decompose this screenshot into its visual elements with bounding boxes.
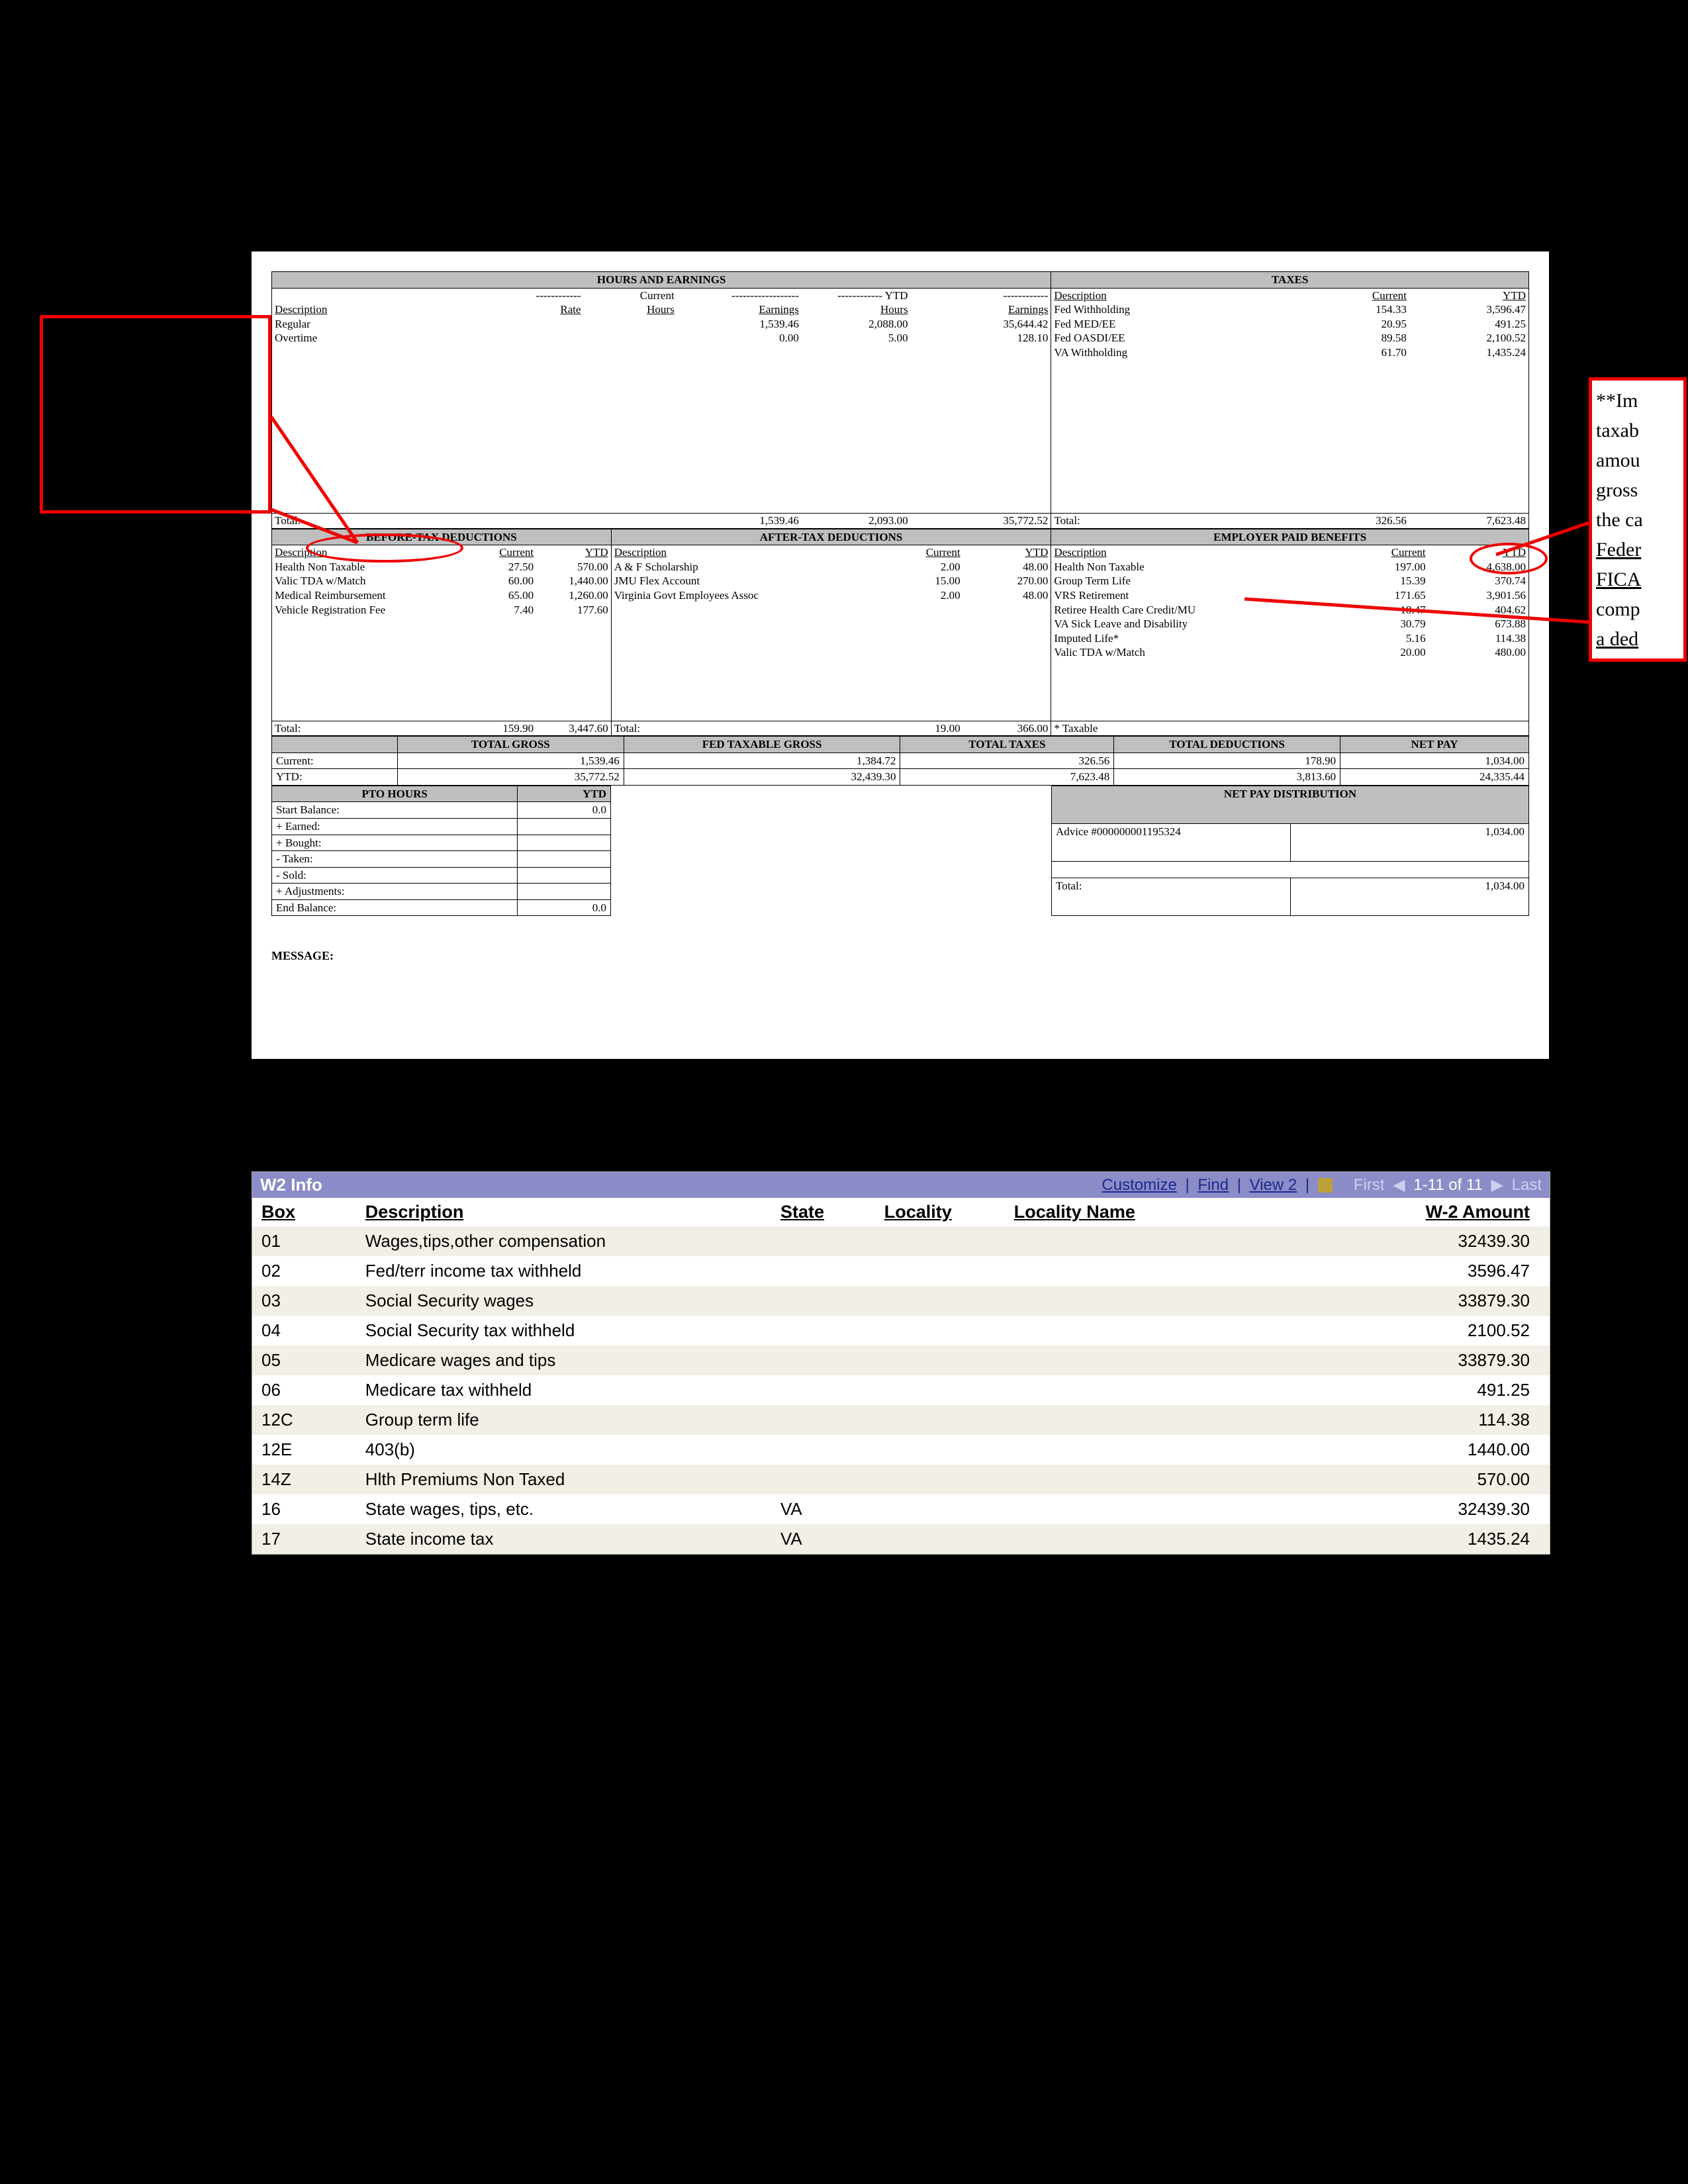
page: HOURS AND EARNINGS TAXES ------------ Cu…: [0, 0, 1688, 2184]
w2-col-amount: W-2 Amount: [1264, 1198, 1550, 1226]
chevron-right-icon[interactable]: ▶: [1487, 1175, 1508, 1195]
callout-box-right: **Im taxab amou gross the ca Feder FICA …: [1589, 377, 1687, 662]
grid-icon[interactable]: [1318, 1178, 1333, 1193]
w2-nav-last[interactable]: Last: [1512, 1176, 1542, 1195]
w2-rows: 01 Wages,tips,other compensation 32439.3…: [252, 1226, 1550, 1554]
callout-box-left: [40, 315, 271, 514]
hours-earnings-rows: Regular 1,539.46 2,088.0035,644.42 Overt…: [272, 317, 1051, 345]
netpay-dist-table: NET PAY DISTRIBUTION Advice #00000000119…: [1051, 786, 1529, 916]
w2-table: Box Description State Locality Locality …: [252, 1198, 1550, 1554]
chevron-left-icon[interactable]: ◀: [1389, 1175, 1410, 1195]
w2-nav-range: 1-11 of 11: [1413, 1176, 1483, 1195]
paystub-mid-table: BEFORE-TAX DEDUCTIONS AFTER-TAX DEDUCTIO…: [271, 529, 1529, 736]
w2-col-desc: Description: [356, 1198, 771, 1226]
paystub-panel: HOURS AND EARNINGS TAXES ------------ Cu…: [252, 251, 1549, 1059]
w2-title-bar: W2 Info Customize | Find | View 2 | Firs…: [252, 1172, 1550, 1198]
taxes-title: TAXES: [1051, 272, 1529, 289]
w2-panel: W2 Info Customize | Find | View 2 | Firs…: [252, 1171, 1550, 1555]
paystub-totals-bar: TOTAL GROSS FED TAXABLE GROSS TOTAL TAXE…: [271, 736, 1529, 786]
w2-col-state: State: [771, 1198, 875, 1226]
callout-right-text: **Im taxab amou gross the ca Feder FICA …: [1592, 381, 1683, 654]
pto-table: PTO HOURSYTD Start Balance:0.0+ Earned:+…: [271, 786, 611, 916]
w2-title: W2 Info: [260, 1175, 322, 1195]
w2-col-locname: Locality Name: [1005, 1198, 1264, 1226]
w2-col-box: Box: [252, 1198, 356, 1226]
w2-col-locality: Locality: [875, 1198, 1005, 1226]
hours-earnings-title: HOURS AND EARNINGS: [272, 272, 1051, 289]
paystub-top-table: HOURS AND EARNINGS TAXES ------------ Cu…: [271, 271, 1529, 529]
w2-view2-link[interactable]: View 2: [1250, 1176, 1297, 1195]
w2-nav-first[interactable]: First: [1354, 1176, 1385, 1195]
w2-find-link[interactable]: Find: [1197, 1176, 1229, 1195]
message-label: MESSAGE:: [271, 949, 1529, 963]
w2-customize-link[interactable]: Customize: [1102, 1176, 1176, 1195]
